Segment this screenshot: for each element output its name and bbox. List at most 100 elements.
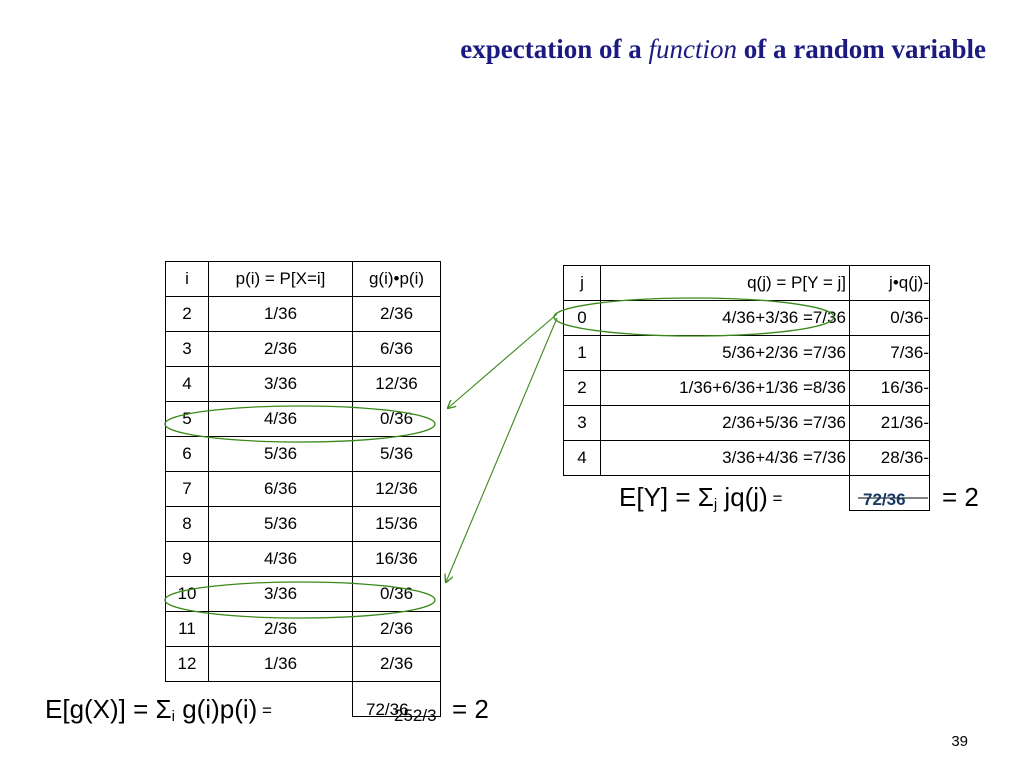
table-cell: 12 bbox=[165, 646, 209, 682]
total-cell bbox=[849, 475, 930, 511]
expected-value-gx-equation: E[g(X)] = Σi g(i)p(i) = bbox=[45, 694, 272, 725]
table-cell: 5/36+2/36 =7/36 bbox=[600, 335, 850, 371]
table-cell: 0/36 bbox=[352, 576, 441, 612]
table-cell: 6/36 bbox=[352, 331, 441, 367]
table-cell: 0 bbox=[563, 300, 601, 336]
table-cell: 1/36 bbox=[208, 296, 353, 332]
table-row: 9 4/36 16/36 bbox=[165, 541, 441, 577]
table-cell: 5 bbox=[165, 401, 209, 437]
ey-equals: = bbox=[767, 489, 783, 508]
table-cell: 2/36 bbox=[352, 296, 441, 332]
ey-lhs: E[Y] = Σ bbox=[619, 482, 714, 512]
egx-mid: g(i)p(i) bbox=[174, 694, 258, 724]
table-row-total bbox=[166, 681, 441, 717]
total-cell bbox=[352, 681, 441, 717]
table-cell: 4 bbox=[165, 366, 209, 402]
empty-cell bbox=[564, 476, 601, 511]
table-row: 3 2/36+5/36 =7/36 21/36- bbox=[563, 405, 930, 441]
table-cell: 2/36 bbox=[352, 646, 441, 682]
arrow-to-row-10 bbox=[446, 317, 558, 582]
table-cell: 16/36 bbox=[352, 541, 441, 577]
table-cell: 16/36- bbox=[849, 370, 930, 406]
arrow-to-row-5 bbox=[448, 313, 558, 408]
header-p: p(i) = P[X=i] bbox=[208, 261, 353, 297]
table-row: 10 3/36 0/36 bbox=[165, 576, 441, 612]
table-row: 12 1/36 2/36 bbox=[165, 646, 441, 682]
table-row: 7 6/36 12/36 bbox=[165, 471, 441, 507]
table-row: 0 4/36+3/36 =7/36 0/36- bbox=[563, 300, 930, 336]
egx-total-b: 252/3 bbox=[394, 706, 437, 725]
table-header-row: i p(i) = P[X=i] g(i)•p(i) bbox=[165, 261, 441, 297]
table-cell: 2/36 bbox=[352, 611, 441, 647]
table-cell: 7 bbox=[165, 471, 209, 507]
table-body: 2 1/36 2/36 3 2/36 6/36 4 3/36 12/36 5 4/36 0/36 6 5/… bbox=[165, 296, 441, 717]
table-row: 8 5/36 15/36 bbox=[165, 506, 441, 542]
header-i: i bbox=[165, 261, 209, 297]
table-cell: 11 bbox=[165, 611, 209, 647]
table-row-total bbox=[564, 475, 930, 511]
egx-total-a: 72/36 bbox=[366, 700, 409, 719]
table-cell: 10 bbox=[165, 576, 209, 612]
table-cell: 1 bbox=[563, 335, 601, 371]
egx-lhs: E[g(X)] = Σ bbox=[45, 694, 172, 724]
table-row: 4 3/36 12/36 bbox=[165, 366, 441, 402]
ey-result: = 2 bbox=[942, 482, 979, 512]
table-cell: 1/36+6/36+1/36 =8/36 bbox=[600, 370, 850, 406]
table-header-row: j q(j) = P[Y = j] j•q(j)- bbox=[563, 265, 930, 301]
table-cell: 4/36 bbox=[208, 541, 353, 577]
table-cell: 2/36+5/36 =7/36 bbox=[600, 405, 850, 441]
table-body: 0 4/36+3/36 =7/36 0/36- 1 5/36+2/36 =7/36 7/3… bbox=[563, 300, 930, 511]
egx-subscript: i bbox=[171, 708, 175, 725]
table-row: 5 4/36 0/36 bbox=[165, 401, 441, 437]
table-row: 4 3/36+4/36 =7/36 28/36- bbox=[563, 440, 930, 476]
header-jq: j•q(j)- bbox=[849, 265, 930, 301]
ey-mid: jq(j) bbox=[717, 482, 768, 512]
header-gp: g(i)•p(i) bbox=[352, 261, 441, 297]
table-row: 11 2/36 2/36 bbox=[165, 611, 441, 647]
table-cell: 9 bbox=[165, 541, 209, 577]
title-italic: function bbox=[648, 34, 738, 64]
table-row: 1 5/36+2/36 =7/36 7/36- bbox=[563, 335, 930, 371]
expected-value-y-equation: E[Y] = Σj jq(j) = bbox=[619, 482, 782, 513]
table-cell: 4/36+3/36 =7/36 bbox=[600, 300, 850, 336]
table-cell: 3/36 bbox=[208, 366, 353, 402]
header-q: q(j) = P[Y = j] bbox=[600, 265, 850, 301]
table-cell: 4 bbox=[563, 440, 601, 476]
table-row: 3 2/36 6/36 bbox=[165, 331, 441, 367]
table-cell: 3 bbox=[563, 405, 601, 441]
table-cell: 2/36 bbox=[208, 611, 353, 647]
table-cell: 0/36 bbox=[352, 401, 441, 437]
slide-title: expectation of a function of a random va… bbox=[460, 34, 986, 65]
table-cell: 3 bbox=[165, 331, 209, 367]
table-cell: 2 bbox=[165, 296, 209, 332]
table-row: 2 1/36 2/36 bbox=[165, 296, 441, 332]
table-cell: 15/36 bbox=[352, 506, 441, 542]
ey-total: 72/36 bbox=[863, 490, 906, 509]
table-cell: 2/36 bbox=[208, 331, 353, 367]
table-cell: 12/36 bbox=[352, 366, 441, 402]
table-cell: 28/36- bbox=[849, 440, 930, 476]
egx-equals: = bbox=[257, 701, 272, 720]
table-row: 2 1/36+6/36+1/36 =8/36 16/36- bbox=[563, 370, 930, 406]
title-suffix: of a random variable bbox=[737, 34, 986, 64]
table-cell: 12/36 bbox=[352, 471, 441, 507]
table-row: 6 5/36 5/36 bbox=[165, 436, 441, 472]
distribution-table-y: j q(j) = P[Y = j] j•q(j)- 0 4/36+3/36 =7/… bbox=[563, 265, 930, 511]
table-cell: 2 bbox=[563, 370, 601, 406]
table-cell: 6/36 bbox=[208, 471, 353, 507]
table-cell: 1/36 bbox=[208, 646, 353, 682]
table-cell: 3/36 bbox=[208, 576, 353, 612]
table-cell: 8 bbox=[165, 506, 209, 542]
table-cell: 5/36 bbox=[352, 436, 441, 472]
table-cell: 7/36- bbox=[849, 335, 930, 371]
distribution-table-x: i p(i) = P[X=i] g(i)•p(i) 2 1/36 2/36 3 2/36… bbox=[165, 261, 441, 717]
egx-result: = 2 bbox=[452, 694, 489, 724]
ey-subscript: j bbox=[713, 496, 718, 513]
title-prefix: expectation of a bbox=[460, 34, 649, 64]
table-cell: 6 bbox=[165, 436, 209, 472]
table-cell: 21/36- bbox=[849, 405, 930, 441]
table-cell: 5/36 bbox=[208, 436, 353, 472]
table-cell: 0/36- bbox=[849, 300, 930, 336]
table-cell: 4/36 bbox=[208, 401, 353, 437]
